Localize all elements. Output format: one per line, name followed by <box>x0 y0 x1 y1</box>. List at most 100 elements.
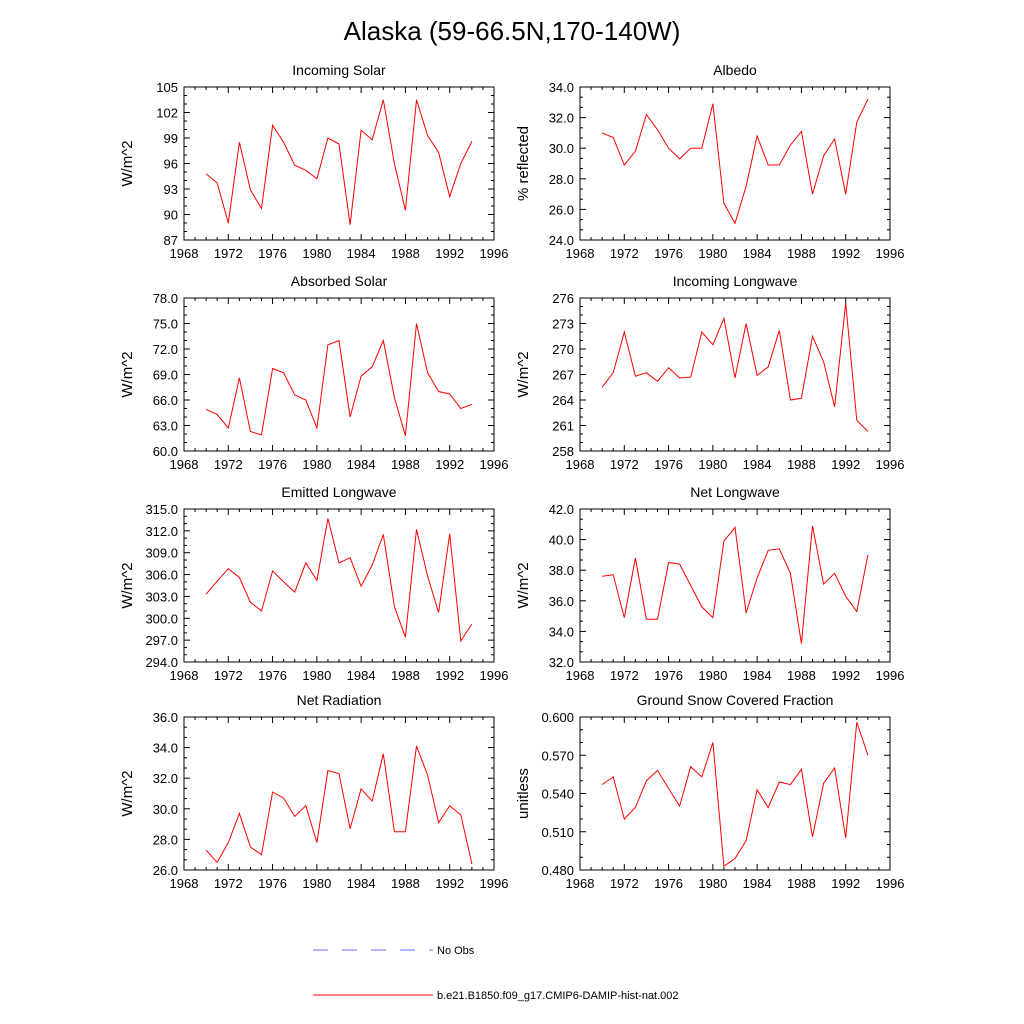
x-tick-label: 1980 <box>302 457 331 472</box>
data-point <box>294 816 296 818</box>
data-point <box>382 340 384 342</box>
data-point <box>834 138 836 140</box>
y-axis-label: W/m^2 <box>515 562 532 608</box>
y-axis-label: W/m^2 <box>119 351 136 397</box>
data-point <box>205 849 207 851</box>
data-point <box>790 784 792 786</box>
panel-incoming-solar: Incoming Solar 1968 1972 1976 1980 1984 1988 19… <box>119 62 508 261</box>
data-point <box>778 330 780 332</box>
x-tick-label: 1980 <box>698 668 727 683</box>
data-point <box>371 800 373 802</box>
data-point <box>394 606 396 608</box>
y-tick-label: 38.0 <box>549 563 574 578</box>
data-point <box>612 776 614 778</box>
x-tick-label: 1988 <box>787 668 816 683</box>
x-tick-label: 1992 <box>831 668 860 683</box>
panel-title: Emitted Longwave <box>281 484 396 500</box>
data-point <box>812 836 814 838</box>
data-point <box>471 863 473 865</box>
data-point <box>327 770 329 772</box>
data-point <box>756 789 758 791</box>
data-point <box>371 564 373 566</box>
x-tick-label: 1968 <box>170 457 199 472</box>
x-tick-label: 1980 <box>698 457 727 472</box>
data-point <box>856 721 858 723</box>
y-tick-label: 75.0 <box>153 317 178 332</box>
data-point <box>635 150 637 152</box>
data-point <box>646 618 648 620</box>
data-point <box>867 431 869 433</box>
data-point <box>471 623 473 625</box>
data-point <box>623 331 625 333</box>
panel-albedo: Albedo 1968 1972 1976 1980 1984 1988 1992 1996 24… <box>515 62 904 261</box>
data-point <box>767 164 769 166</box>
data-point <box>635 807 637 809</box>
data-point <box>438 152 440 154</box>
x-tick-label: 1980 <box>302 668 331 683</box>
y-tick-label: 26.0 <box>153 863 178 878</box>
x-tick-label: 1988 <box>787 876 816 891</box>
y-tick-label: 270 <box>552 342 574 357</box>
panel-net-radiation: Net Radiation 1968 1972 1976 1980 1984 1988 199… <box>119 692 508 891</box>
x-tick-label: 1972 <box>610 876 639 891</box>
data-point <box>823 583 825 585</box>
data-point <box>623 617 625 619</box>
data-point <box>657 770 659 772</box>
panel-incoming-longwave: Incoming Longwave 1968 1972 1976 1980 1984 198… <box>515 273 904 472</box>
data-point <box>701 331 703 333</box>
data-point <box>272 791 274 793</box>
data-point <box>812 525 814 527</box>
data-point <box>227 842 229 844</box>
x-tick-label: 1984 <box>743 876 772 891</box>
data-point <box>405 636 407 638</box>
data-point <box>405 831 407 833</box>
data-point <box>261 610 263 612</box>
data-point <box>261 854 263 856</box>
y-tick-label: 26.0 <box>549 202 574 217</box>
y-tick-label: 300.0 <box>145 611 178 626</box>
x-tick-label: 1992 <box>435 246 464 261</box>
data-point <box>283 581 285 583</box>
y-tick-label: 63.0 <box>153 419 178 434</box>
series-line <box>205 518 473 643</box>
x-tick-label: 1968 <box>566 246 595 261</box>
panel-net-longwave: Net Longwave 1968 1972 1976 1980 1984 1988 1992… <box>515 484 904 683</box>
data-point <box>216 580 218 582</box>
y-tick-label: 0.510 <box>541 825 574 840</box>
x-tick-label: 1988 <box>787 457 816 472</box>
data-point <box>778 781 780 783</box>
data-point <box>371 366 373 368</box>
plot-frame <box>183 297 495 452</box>
data-point <box>767 807 769 809</box>
legend: No Obs b.e21.B1850.f09_g17.CMIP6-DAMIP-h… <box>313 945 679 1002</box>
y-tick-label: 303.0 <box>145 589 178 604</box>
data-point <box>416 99 418 101</box>
x-tick-label: 1972 <box>610 246 639 261</box>
x-tick-label: 1984 <box>347 246 376 261</box>
x-tick-label: 1996 <box>876 246 905 261</box>
x-tick-label: 1992 <box>831 876 860 891</box>
data-point <box>205 409 207 411</box>
x-tick-label: 1972 <box>214 876 243 891</box>
data-point <box>790 399 792 401</box>
data-point <box>756 135 758 137</box>
y-tick-label: 32.0 <box>549 111 574 126</box>
panel-title: Incoming Solar <box>292 62 386 78</box>
data-point <box>349 224 351 226</box>
data-point <box>460 814 462 816</box>
y-tick-label: 69.0 <box>153 368 178 383</box>
data-point <box>823 361 825 363</box>
data-point <box>623 818 625 820</box>
x-tick-label: 1968 <box>566 876 595 891</box>
data-point <box>646 114 648 116</box>
y-tick-label: 273 <box>552 317 574 332</box>
data-point <box>327 344 329 346</box>
data-point <box>701 606 703 608</box>
data-point <box>349 557 351 559</box>
x-tick-label: 1992 <box>435 457 464 472</box>
x-tick-label: 1976 <box>654 668 683 683</box>
x-tick-label: 1976 <box>258 457 287 472</box>
x-tick-label: 1980 <box>302 246 331 261</box>
data-point <box>601 132 603 134</box>
data-point <box>701 776 703 778</box>
